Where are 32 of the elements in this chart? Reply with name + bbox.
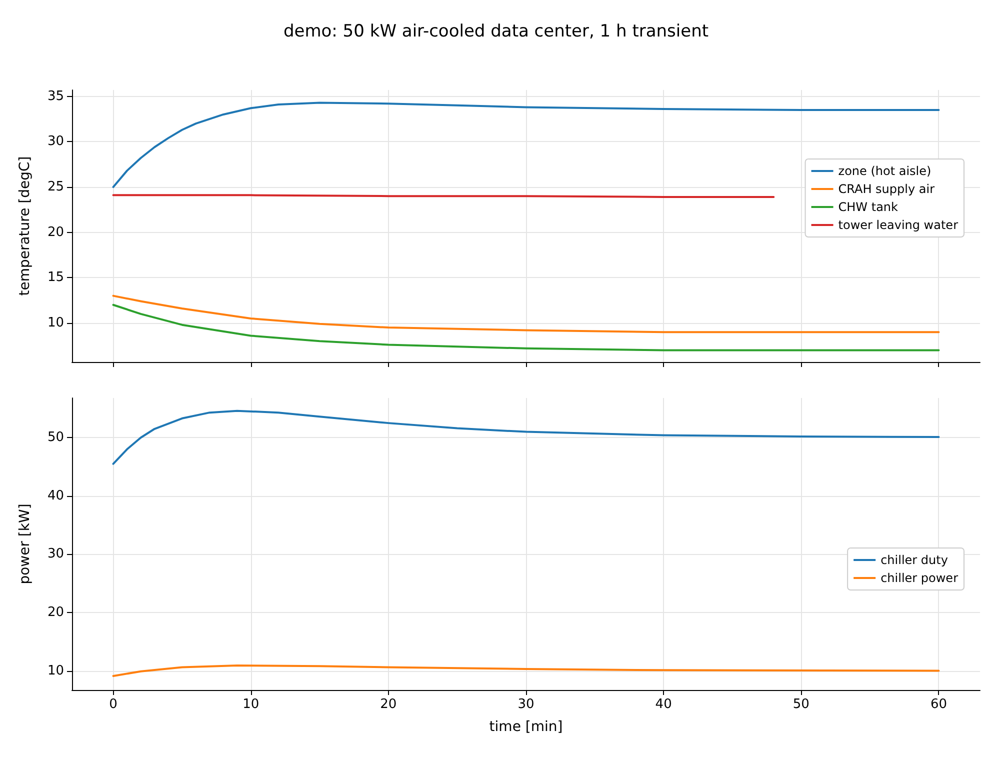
x-tick-label: 60 xyxy=(930,697,947,712)
line-series xyxy=(112,664,940,678)
legend-label: chiller duty xyxy=(880,553,948,567)
x-tick-label: 30 xyxy=(518,697,534,712)
y-tick-label: 35 xyxy=(47,88,64,104)
y-axis-title: temperature [degC] xyxy=(17,156,33,296)
x-tick-label: 10 xyxy=(242,697,260,712)
y-tick-label: 25 xyxy=(47,180,64,195)
legend-label: tower leaving water xyxy=(838,218,958,232)
legend-label: CHW tank xyxy=(838,200,898,214)
y-tick-label: 40 xyxy=(47,488,64,504)
x-axis-title: time [min] xyxy=(489,719,563,735)
y-tick-label: 20 xyxy=(47,224,64,240)
legend-label: chiller power xyxy=(880,571,958,585)
x-tick-label: 40 xyxy=(655,697,672,712)
y-axis-title: power [kW] xyxy=(17,504,33,584)
line-series xyxy=(112,304,940,352)
line-series xyxy=(112,294,940,334)
y-tick-label: 30 xyxy=(47,546,64,562)
legend-label: CRAH supply air xyxy=(838,182,935,196)
y-tick-label: 10 xyxy=(47,316,64,331)
y-tick-label: 20 xyxy=(47,604,64,620)
x-tick-label: 20 xyxy=(380,697,397,712)
y-tick-label: 50 xyxy=(47,430,64,446)
x-tick-label: 50 xyxy=(792,697,810,712)
y-tick-label: 30 xyxy=(47,134,64,150)
y-tick-label: 10 xyxy=(47,663,64,678)
legend-label: zone (hot aisle) xyxy=(838,164,932,178)
y-tick-label: 15 xyxy=(47,270,64,286)
chart-title: demo: 50 kW air-cooled data center, 1 h transient xyxy=(283,22,709,42)
x-tick-label: 0 xyxy=(109,697,118,712)
line-series xyxy=(112,410,940,465)
